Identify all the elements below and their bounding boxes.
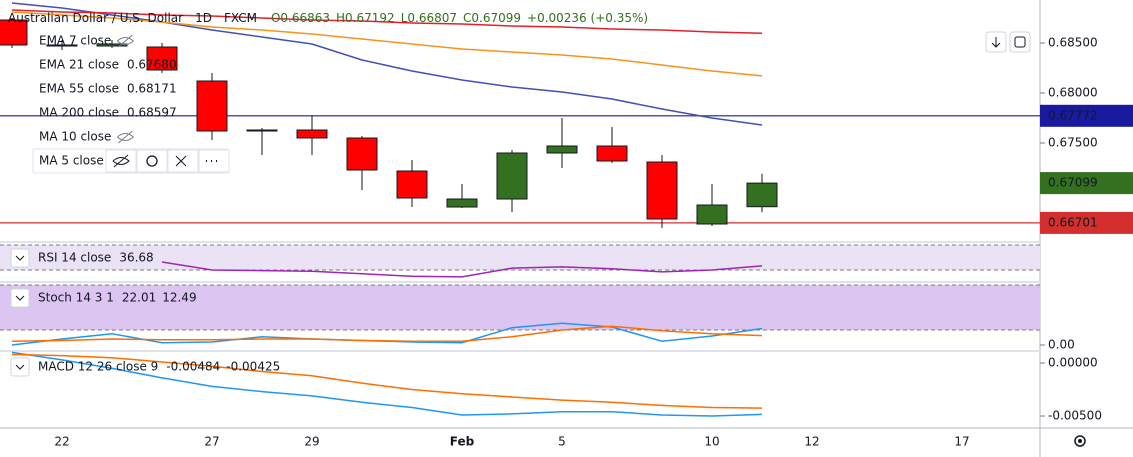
legend-label: EMA 21 close: [39, 58, 119, 72]
y-tick-label: 0.00: [1048, 337, 1075, 351]
ohlc-value: H0.67192: [336, 11, 395, 25]
x-tick-label: Feb: [450, 435, 475, 449]
candle-body: [96, 43, 128, 47]
price-label-bg: [1040, 104, 1133, 127]
arrow-icon: [991, 37, 1001, 48]
pane-title: Stoch 14 3 1: [38, 291, 114, 305]
legend-value: -0.00425: [226, 360, 280, 374]
ohlc-value: O0.66863: [271, 11, 330, 25]
legend-value: -0.00484: [166, 360, 220, 374]
collapse-button[interactable]: [10, 248, 30, 268]
candle-body: [546, 145, 578, 154]
x-tick-label: 29: [304, 435, 319, 449]
gear-icon: [1074, 435, 1086, 447]
symbol-title: Australian Dollar / U.S. Dollar: [8, 11, 183, 25]
x-tick-label: 12: [804, 435, 819, 449]
chevron-icon: [15, 295, 25, 301]
candle-body: [346, 137, 378, 171]
x-tick-label: 5: [558, 435, 566, 449]
candle-body: [496, 152, 528, 200]
indicator-line: [11, 9, 763, 35]
indicator-line: [161, 261, 763, 278]
candle-body: [396, 170, 428, 199]
ohlc-value: L0.66807: [401, 11, 457, 25]
gear-icon: [1078, 439, 1082, 443]
y-tick-label: 0.68000: [1048, 86, 1098, 100]
fullscreen-icon: [1014, 36, 1026, 48]
collapse-button[interactable]: [10, 288, 30, 308]
legend-value: 0.68171: [127, 82, 177, 96]
legend-label: EMA 7 close: [39, 34, 111, 48]
legend-label: MA 10 close: [39, 130, 111, 144]
y-tick-label: 0.68500: [1048, 36, 1098, 50]
gear-icon: [146, 155, 158, 167]
ohlc-value: +0.00236 (+0.35%): [527, 11, 648, 25]
candle-body: [146, 46, 178, 71]
legend-label: MA 5 close: [39, 154, 104, 168]
x-tick-label: 22: [54, 435, 69, 449]
fullscreen-button[interactable]: [1009, 31, 1031, 53]
legend-value: 0.68597: [127, 106, 177, 120]
eye-off-icon: [112, 154, 130, 168]
price-label: 0.67099: [1048, 176, 1098, 190]
price-label: 0.66701: [1048, 215, 1098, 229]
x-tick-label: 17: [954, 435, 969, 449]
y-tick-label: -0.00500: [1048, 409, 1102, 423]
indicator-line: [11, 325, 763, 342]
legend-value: 22.01: [122, 291, 156, 305]
x-tick-label: 10: [704, 435, 719, 449]
x-icon: [175, 155, 187, 167]
settings-button[interactable]: [1074, 435, 1086, 447]
candle-body: [746, 182, 778, 208]
toolbar-buttons: [985, 31, 1031, 53]
x-tick-label: 27: [204, 435, 219, 449]
band-fill: [0, 245, 1040, 270]
candle-body: [246, 129, 278, 132]
legend-value: 0.67680: [127, 58, 177, 72]
candle-body: [696, 204, 728, 225]
legend-label: EMA 55 close: [39, 82, 119, 96]
indicator-line: [11, 353, 763, 409]
candle-body: [646, 161, 678, 220]
eye-off-icon: [116, 34, 135, 48]
candle-body: [596, 145, 628, 162]
price-label: 0.67772: [1048, 108, 1098, 122]
legend-label: MA 200 close: [39, 106, 119, 120]
settings-button[interactable]: [136, 149, 168, 173]
y-tick-label: 0.67500: [1048, 136, 1098, 150]
legend-value: 36.68: [119, 251, 153, 265]
pane-title: RSI 14 close: [38, 251, 111, 265]
candle-body: [296, 129, 328, 139]
remove-button[interactable]: [167, 149, 199, 173]
legend-value: 12.49: [162, 291, 196, 305]
band-fill: [0, 285, 1040, 330]
candle-body: [0, 19, 28, 46]
chevron-icon: [15, 364, 25, 370]
candle-body: [446, 198, 478, 208]
source: FXCM: [224, 11, 257, 25]
eye-off-icon: [117, 130, 135, 144]
price-label-bg: [1040, 211, 1133, 234]
pane-title: MACD 12 26 close 9: [38, 360, 158, 374]
interval: 1D: [195, 11, 212, 25]
more-button[interactable]: [198, 149, 230, 173]
indicator-line: [11, 351, 763, 417]
indicator-line: [11, 2, 763, 126]
chart-header: Australian Dollar / U.S. Dollar 1D FXCM O0.…: [8, 11, 648, 25]
indicator-line: [11, 11, 763, 77]
candle-body: [196, 80, 228, 132]
collapse-button[interactable]: [10, 357, 30, 377]
ohlc-value: C0.67099: [463, 11, 521, 25]
price-label-bg: [1040, 172, 1133, 195]
y-tick-label: 0.00000: [1048, 356, 1098, 370]
chevron-icon: [15, 255, 25, 261]
candle-body: [46, 44, 78, 47]
